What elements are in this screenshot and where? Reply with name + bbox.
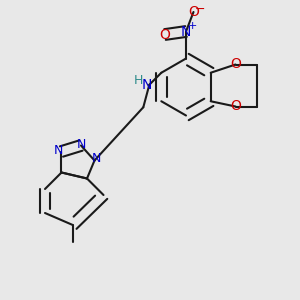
Text: N: N (76, 137, 86, 151)
Text: N: N (181, 25, 191, 38)
Text: O: O (188, 5, 199, 19)
Text: N: N (54, 143, 63, 157)
Text: N: N (91, 152, 101, 166)
Text: H: H (134, 74, 143, 87)
Text: O: O (230, 100, 241, 113)
Text: −: − (195, 2, 206, 16)
Text: +: + (188, 21, 197, 31)
Text: O: O (160, 28, 170, 41)
Text: O: O (230, 58, 241, 71)
Text: N: N (141, 78, 152, 92)
